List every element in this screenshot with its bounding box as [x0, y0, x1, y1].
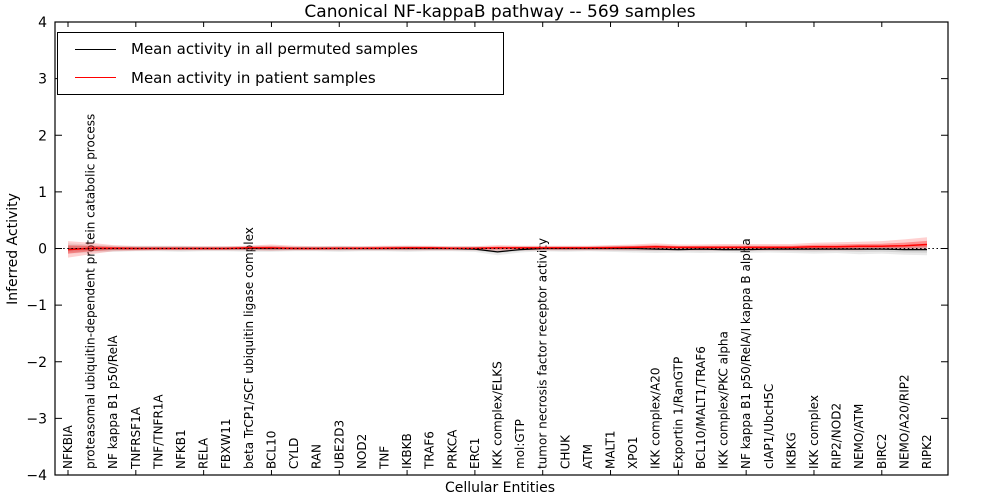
x-tick-label: tumor necrosis factor receptor activity — [536, 238, 550, 469]
legend-label: Mean activity in all permuted samples — [131, 40, 418, 59]
x-tick-label: IKBKB — [400, 433, 414, 469]
x-tick-label: IKK complex — [807, 395, 821, 469]
x-tick-label: proteasomal ubiquitin-dependent protein … — [84, 114, 98, 469]
x-tick-label: IKBKG — [784, 432, 798, 469]
x-tick-label: cIAP1/UbcH5C — [762, 384, 776, 469]
legend-item-patient: Mean activity in patient samples — [58, 69, 503, 87]
legend-line-swatch-permuted — [75, 48, 116, 50]
x-tick-label: BCL10 — [264, 431, 278, 469]
x-tick-label: Exportin 1/RanGTP — [671, 357, 685, 469]
legend-item-permuted: Mean activity in all permuted samples — [58, 40, 503, 58]
x-tick-label: IKK complex/ELKS — [491, 361, 505, 469]
x-tick-label: NFKBIA — [61, 424, 75, 469]
x-tick-label: IKK complex/PKC alpha — [717, 331, 731, 469]
x-tick-label: CHUK — [558, 434, 572, 469]
x-tick-label: TNF — [377, 446, 391, 470]
y-tick-label: 2 — [38, 128, 47, 144]
confidence-band — [68, 243, 927, 256]
x-axis-label: Cellular Entities — [444, 480, 556, 496]
x-tick-label: PRKCA — [445, 429, 459, 469]
y-tick-label: 4 — [38, 15, 47, 31]
y-tick-label: 1 — [38, 185, 47, 201]
x-tick-label: RAN — [310, 444, 324, 469]
x-tick-label: NEMO/A20/RIP2 — [897, 374, 911, 469]
x-tick-label: NFKB1 — [174, 429, 188, 469]
x-tick-label: BIRC2 — [875, 433, 889, 469]
x-tick-label: TNF/TNFR1A — [151, 394, 165, 470]
x-tick-label: TRAF6 — [423, 431, 437, 470]
y-tick-label: −3 — [26, 411, 47, 427]
x-tick-label: ATM — [581, 444, 595, 469]
x-tick-label: FBXW11 — [219, 419, 233, 470]
x-tick-label: IKK complex/A20 — [649, 368, 663, 469]
chart-title: Canonical NF-kappaB pathway -- 569 sampl… — [304, 2, 696, 22]
x-tick-label: mol:GTP — [513, 419, 527, 469]
x-tick-label: ERC1 — [468, 438, 482, 469]
x-tick-label: TNFRSF1A — [129, 406, 143, 470]
x-tick-label: NOD2 — [355, 434, 369, 469]
y-tick-label: 0 — [38, 242, 47, 258]
x-tick-label: UBE2D3 — [332, 420, 346, 469]
legend: Mean activity in all permuted samples Me… — [57, 32, 504, 95]
x-tick-label: MALT1 — [604, 430, 618, 469]
y-tick-label: −4 — [26, 468, 47, 484]
legend-line-swatch-patient — [75, 77, 116, 79]
x-tick-label: beta TrCP1/SCF ubiquitin ligase complex — [242, 227, 256, 469]
x-tick-label: NF kappa B1 p50/RelA/I kappa B alpha — [739, 238, 753, 469]
x-tick-label: RIPK2 — [920, 434, 934, 469]
y-tick-label: −2 — [26, 355, 47, 371]
x-tick-label: XPO1 — [626, 436, 640, 469]
x-tick-label: RIP2/NOD2 — [830, 403, 844, 469]
x-tick-label: BCL10/MALT1/TRAF6 — [694, 346, 708, 469]
x-tick-label: NF kappa B1 p50/RelA — [106, 335, 120, 469]
x-tick-label: NEMO/ATM — [852, 404, 866, 469]
x-tick-label: CYLD — [287, 438, 301, 469]
y-tick-label: −1 — [26, 298, 47, 314]
legend-label: Mean activity in patient samples — [131, 68, 376, 87]
x-tick-label: RELA — [197, 437, 211, 469]
y-tick-label: 3 — [38, 72, 47, 88]
